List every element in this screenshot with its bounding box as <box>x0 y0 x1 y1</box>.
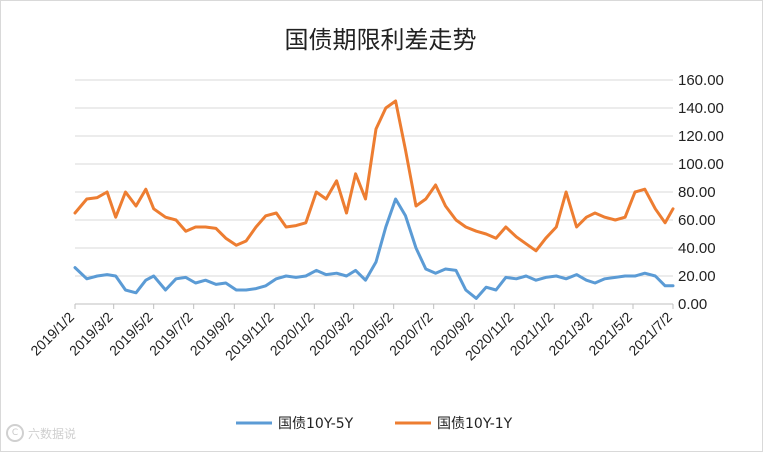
watermark: C 六数据说 <box>6 424 76 442</box>
y-tick-label: 80.00 <box>678 184 716 201</box>
series-line-1 <box>73 197 675 300</box>
y-tick-label: 0.00 <box>678 296 707 313</box>
y-tick-label: 140.00 <box>678 100 724 117</box>
watermark-logo-icon: C <box>6 424 24 442</box>
y-tick-label: 40.00 <box>678 240 716 257</box>
chart-title: 国债期限利差走势 <box>284 26 477 54</box>
y-tick-label: 100.00 <box>678 156 724 173</box>
x-tick-label: 2021/7/2 <box>625 309 675 359</box>
y-tick-label: 60.00 <box>678 212 716 229</box>
watermark-text: 六数据说 <box>28 426 77 441</box>
x-tick-label: 2019/7/2 <box>146 309 196 359</box>
y-tick-label: 20.00 <box>678 268 716 285</box>
y-tick-label: 120.00 <box>678 128 724 145</box>
x-tick-label: 2020/7/2 <box>386 309 436 359</box>
series-line-2 <box>73 99 675 253</box>
legend-label-1: 国债10Y-5Y <box>278 416 354 432</box>
y-tick-label: 160.00 <box>678 72 724 89</box>
legend-label-2: 国债10Y-1Y <box>437 416 513 432</box>
